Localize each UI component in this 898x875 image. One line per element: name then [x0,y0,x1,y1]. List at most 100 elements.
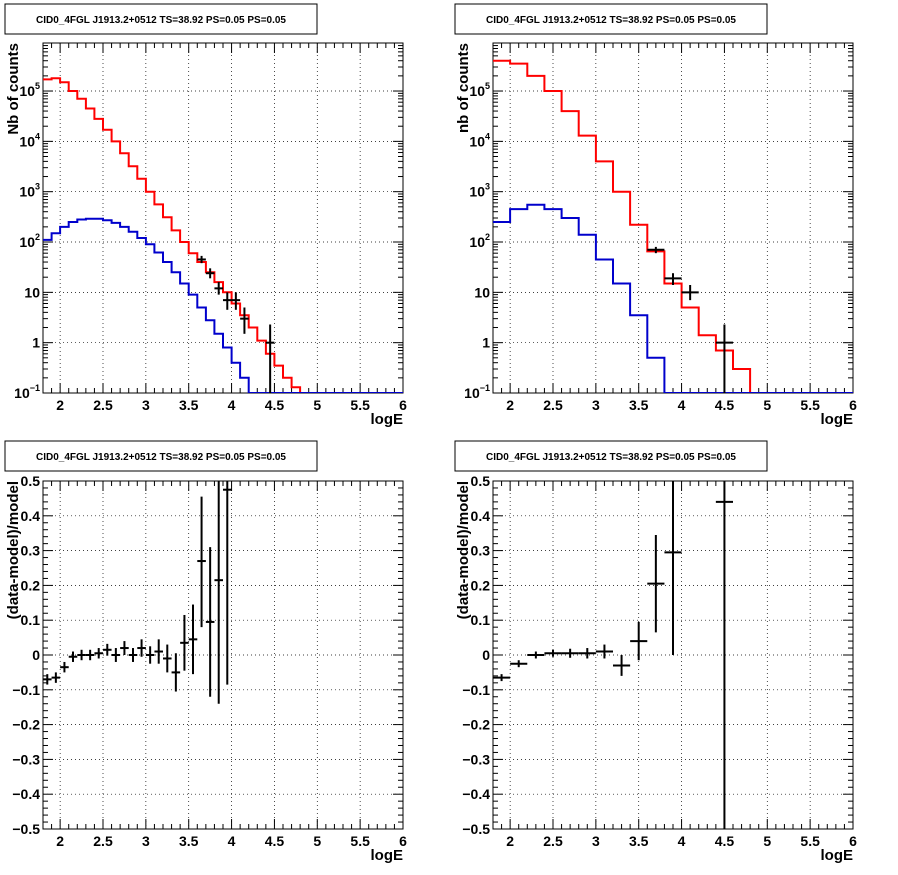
y-tick-exponent: −1 [30,383,40,393]
y-tick-base: 10 [464,385,480,401]
title-box [454,440,768,472]
x-tick-label: 4.5 [265,833,285,849]
title-box [454,3,768,35]
y-tick-exponent: 3 [485,182,490,192]
y-tick-exponent: 5 [485,81,490,91]
y-tick-base: 10 [19,133,35,149]
data-point [68,651,78,662]
y-tick-label: 105 [19,81,40,99]
data-point [214,481,223,704]
data-points [647,246,733,393]
y-tick-base: 10 [24,284,40,300]
data-point [188,604,198,675]
y-tick-label: 102 [19,232,40,250]
data-point [544,649,562,657]
data-point [664,481,682,655]
y-tick-label: 0.4 [21,508,41,524]
y-tick-label: 105 [469,81,490,99]
series-source-model [43,217,403,393]
y-tick-label: 103 [19,182,40,200]
data-point [664,273,682,285]
data-point [681,284,699,301]
plot-content [493,481,733,829]
y-tick-label: −0.2 [12,717,40,733]
x-tick-label: 4.5 [715,833,735,849]
data-point [613,655,631,676]
data-point [527,651,545,659]
data-point [197,496,206,628]
y-tick-exponent: 4 [35,131,40,141]
data-point [205,547,215,697]
x-tick-label: 2 [506,833,514,849]
y-tick-label: 0.4 [471,508,491,524]
y-tick-exponent: −1 [480,383,490,393]
y-tick-label: 0.2 [21,577,41,593]
y-tick-base: 10 [14,385,30,401]
x-tick-label: 6 [399,397,407,413]
y-tick-label: 10−1 [14,383,40,401]
x-tick-label: 4 [678,397,686,413]
y-tick-base: 10 [469,234,485,250]
data-point [561,648,579,658]
y-tick-label: 10 [474,284,490,300]
chart-title: CID0_4FGL J1913.2+0512 TS=38.92 PS=0.05 … [36,452,286,463]
data-point [265,324,275,393]
x-tick-label: 5.5 [800,833,820,849]
panel-1: CID0_4FGL J1913.2+0512 TS=38.92 PS=0.05 … [4,3,407,428]
y-tick-exponent: 2 [485,232,490,242]
data-point [111,648,121,662]
data-point [94,648,103,659]
y-tick-label: −0.1 [462,682,490,698]
y-tick-label: 103 [469,182,490,200]
y-tick-base: 10 [474,284,490,300]
y-tick-exponent: 4 [485,131,490,141]
y-tick-label: 10 [24,284,40,300]
data-point [145,646,155,664]
y-tick-label: −0.5 [462,821,490,837]
data-point [137,639,146,657]
data-point [43,674,52,685]
y-tick-label: −0.4 [462,786,490,802]
plot-content [43,481,232,704]
data-points [493,481,733,829]
x-tick-label: 3 [142,833,150,849]
x-tick-label: 2 [56,397,64,413]
y-tick-exponent: 5 [35,81,40,91]
x-tick-label: 3.5 [629,833,649,849]
x-tick-label: 6 [849,397,857,413]
y-axis-label: nb of counts [455,43,472,133]
x-tick-label: 5.5 [350,397,370,413]
y-tick-label: 1 [482,335,490,351]
data-point [171,653,181,692]
x-tick-label: 6 [399,833,407,849]
data-point [595,644,613,659]
data-point [180,614,189,671]
y-tick-label: −0.4 [12,786,40,802]
x-tick-label: 5.5 [350,833,370,849]
grid [43,43,403,393]
title-box [4,3,318,35]
data-point [647,534,665,633]
y-tick-label: −0.1 [12,682,40,698]
y-tick-label: 0.3 [21,543,41,559]
y-tick-base: 10 [19,83,35,99]
x-tick-label: 2 [56,833,64,849]
y-tick-base: 1 [32,335,40,351]
y-tick-label: −0.3 [12,751,40,767]
data-point [154,639,163,664]
x-tick-label: 2.5 [93,833,113,849]
y-tick-exponent: 2 [35,232,40,242]
data-point [647,246,665,254]
panel-2: CID0_4FGL J1913.2+0512 TS=38.92 PS=0.05 … [454,3,857,428]
title-box [4,440,318,472]
x-tick-label: 4 [228,397,236,413]
data-point [240,307,249,334]
data-point [630,621,648,661]
data-point [715,481,733,829]
data-point [103,643,112,656]
x-tick-label: 4.5 [715,397,735,413]
x-tick-label: 5.5 [800,397,820,413]
panel-4: CID0_4FGL J1913.2+0512 TS=38.92 PS=0.05 … [454,440,857,864]
x-tick-label: 3 [142,397,150,413]
data-point [128,648,138,662]
